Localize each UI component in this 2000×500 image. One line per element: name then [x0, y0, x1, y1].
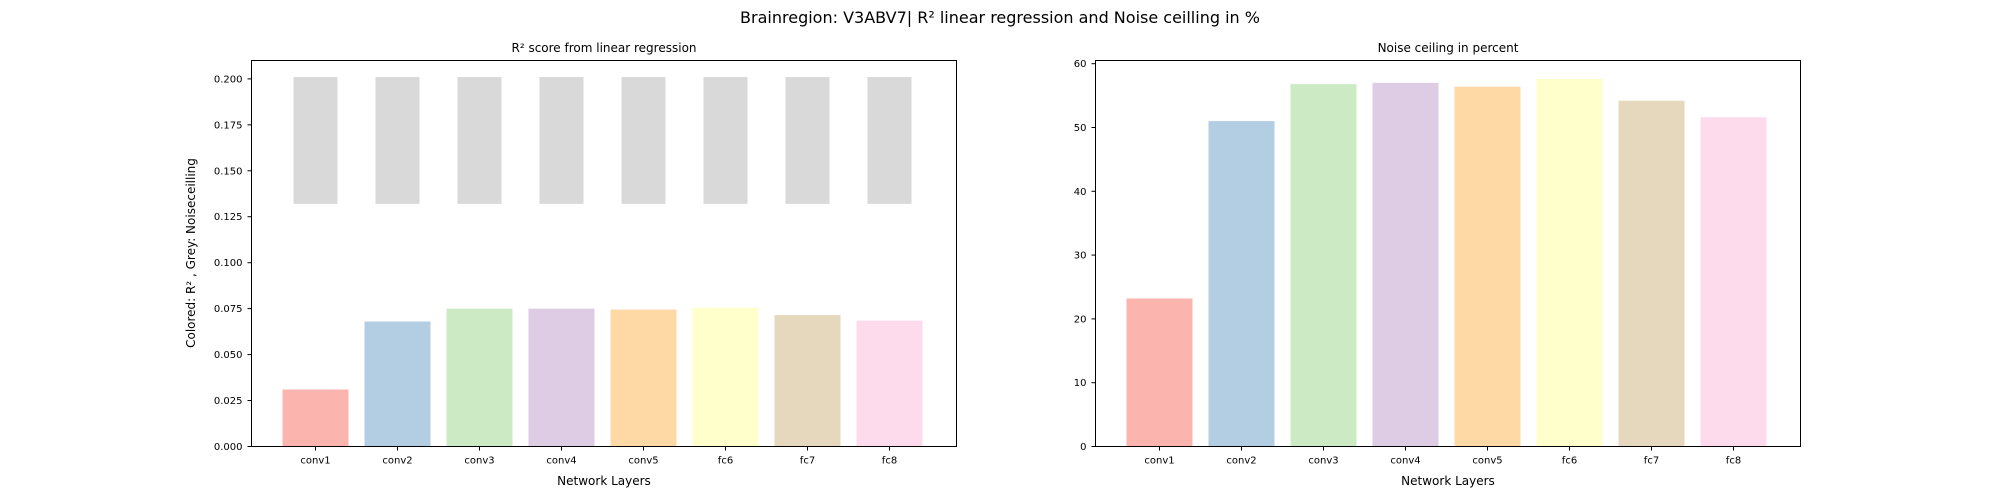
- r2-y-tick-label-1: 0.025: [214, 396, 243, 407]
- r2-y-tick-label-4: 0.100: [214, 258, 243, 269]
- r2-noise-ceiling-bar-conv2: [375, 77, 420, 204]
- r2-bars: [282, 77, 923, 447]
- r2-x-tick-label-conv5: conv5: [628, 456, 658, 467]
- noise-ceiling-y-tick-label-0: 0: [1080, 442, 1086, 453]
- r2-y-ticks: 0.000 0.025 0.050 0.075 0.100 0.125 0.150 0.175…: [214, 74, 252, 453]
- noise-ceiling-y-tick-label-6: 60: [1074, 59, 1087, 70]
- r2-x-axis-label: Network Layers: [557, 474, 651, 488]
- r2-chart: R² score from linear regression 0.0000.0…: [184, 41, 957, 488]
- noise-ceiling-bar-conv5: [1454, 86, 1521, 447]
- noise-ceiling-bar-conv2: [1208, 121, 1275, 447]
- r2-y-tick-label-0: 0.000: [214, 442, 243, 453]
- r2-x-tick-label-conv1: conv1: [300, 456, 330, 467]
- r2-noise-ceiling-bar-fc7: [785, 77, 830, 204]
- noise-ceiling-x-tick-label-conv4: conv4: [1390, 456, 1420, 467]
- noise-ceiling-y-tick-label-1: 10: [1074, 378, 1087, 389]
- noise-ceiling-bar-fc6: [1536, 79, 1603, 447]
- r2-noise-ceiling-bar-fc8: [867, 77, 912, 204]
- r2-noise-ceiling-bar-conv3: [457, 77, 502, 204]
- noise-ceiling-x-tick-label-fc8: fc8: [1726, 456, 1741, 467]
- noise-ceiling-x-tick-label-fc7: fc7: [1644, 456, 1659, 467]
- noise-ceiling-bar-fc8: [1700, 117, 1767, 447]
- r2-bar-conv2: [364, 321, 431, 447]
- r2-x-tick-label-fc7: fc7: [800, 456, 815, 467]
- r2-x-tick-label-conv2: conv2: [382, 456, 412, 467]
- noise-ceiling-x-tick-label-conv3: conv3: [1308, 456, 1338, 467]
- noise-ceiling-y-tick-label-3: 30: [1074, 251, 1087, 262]
- r2-bar-fc6: [692, 307, 759, 447]
- r2-bar-conv1: [282, 389, 349, 447]
- noise-ceiling-bar-conv1: [1126, 298, 1193, 447]
- noise-ceiling-x-tick-label-conv5: conv5: [1472, 456, 1502, 467]
- r2-y-axis-label: Colored: R² , Grey: Noiseceilling: [184, 158, 198, 348]
- r2-noise-ceiling-bar-conv5: [621, 77, 666, 204]
- r2-x-tick-label-fc8: fc8: [882, 456, 897, 467]
- noise-ceiling-x-tick-label-conv1: conv1: [1144, 456, 1174, 467]
- r2-bar-fc7: [774, 315, 841, 447]
- noise-ceiling-plot-frame: [1095, 60, 1801, 447]
- r2-bar-conv4: [528, 308, 595, 447]
- noise-ceiling-x-ticks: conv1 conv2 conv3 conv4 conv5 fc6 fc7 fc8: [1144, 446, 1741, 467]
- r2-y-tick-label-5: 0.125: [214, 212, 243, 223]
- r2-noise-ceiling-bar-conv1: [293, 77, 338, 204]
- r2-x-ticks: conv1 conv2 conv3 conv4 conv5 fc6 fc7 fc8: [300, 446, 897, 467]
- r2-bar-fc8: [856, 320, 923, 447]
- noise-ceiling-bar-conv3: [1290, 84, 1357, 447]
- noise-ceiling-chart: Noise ceiling in percent 0 10 20 30 40 50 60 c…: [1074, 41, 1801, 488]
- r2-plot-frame: [251, 60, 957, 447]
- noise-ceiling-chart-title: Noise ceiling in percent: [1378, 41, 1519, 55]
- r2-y-tick-label-2: 0.050: [214, 350, 243, 361]
- r2-noise-ceiling-bar-conv4: [539, 77, 584, 204]
- noise-ceiling-y-tick-label-4: 40: [1074, 187, 1087, 198]
- noise-ceiling-x-tick-label-fc6: fc6: [1562, 456, 1577, 467]
- noise-ceiling-bars: [1126, 79, 1767, 447]
- noise-ceiling-x-tick-label-conv2: conv2: [1226, 456, 1256, 467]
- r2-y-tick-label-3: 0.075: [214, 304, 243, 315]
- noise-ceiling-x-axis-label: Network Layers: [1401, 474, 1495, 488]
- noise-ceiling-bar-conv4: [1372, 82, 1439, 447]
- r2-x-tick-label-conv3: conv3: [464, 456, 494, 467]
- r2-bar-conv3: [446, 308, 513, 447]
- r2-y-tick-label-7: 0.175: [214, 120, 243, 131]
- noise-ceiling-y-ticks: 0 10 20 30 40 50 60: [1074, 59, 1096, 453]
- figure-title: Brainregion: V3ABV7| R² linear regressio…: [740, 8, 1260, 27]
- r2-noise-ceiling-bar-fc6: [703, 77, 748, 204]
- noise-ceiling-bar-fc7: [1618, 100, 1685, 447]
- noise-ceiling-y-tick-label-2: 20: [1074, 314, 1087, 325]
- r2-chart-title: R² score from linear regression: [511, 41, 696, 55]
- r2-y-tick-label-6: 0.150: [214, 166, 243, 177]
- r2-bar-conv5: [610, 309, 677, 447]
- r2-x-tick-label-fc6: fc6: [718, 456, 733, 467]
- r2-x-tick-label-conv4: conv4: [546, 456, 576, 467]
- r2-y-tick-label-8: 0.200: [214, 74, 243, 85]
- noise-ceiling-y-tick-label-5: 50: [1074, 123, 1087, 134]
